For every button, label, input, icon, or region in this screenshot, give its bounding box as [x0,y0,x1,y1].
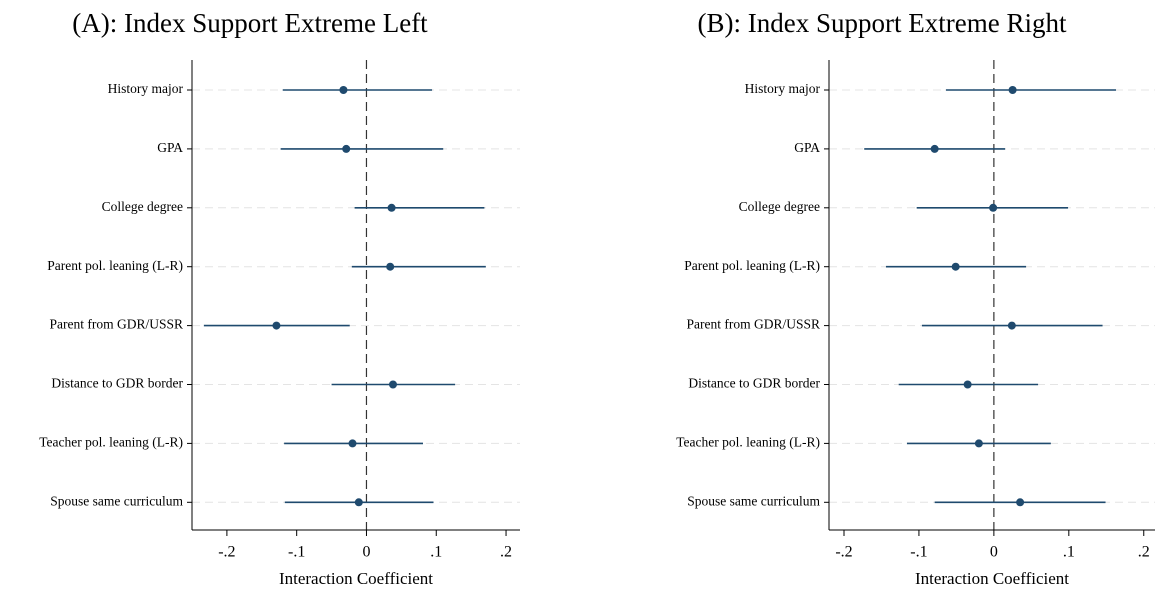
y-tick-label: Parent pol. leaning (L-R) [47,258,183,273]
x-tick-label: 0 [362,544,370,561]
point-estimate [272,321,281,330]
x-tick-label: 0 [990,544,998,561]
y-tick-label: College degree [102,199,183,214]
y-tick-label: Spouse same curriculum [687,493,820,508]
point-estimate [339,86,348,94]
point-estimate [963,380,972,389]
x-tick-label: -.1 [288,544,305,561]
point-estimate [342,144,351,153]
point-estimate [348,439,357,448]
point-estimate [388,380,397,389]
x-tick-label: .1 [1063,544,1075,561]
y-tick-label: Distance to GDR border [688,376,820,391]
x-axis-label: Interaction Coefficient [915,569,1069,588]
x-tick-label: -.1 [910,544,927,561]
point-estimate [1008,86,1017,94]
y-tick-label: Distance to GDR border [51,376,183,391]
y-tick-label: Parent pol. leaning (L-R) [684,258,820,273]
y-tick-label: History major [745,81,821,96]
chart-title: (B): Index Support Extreme Right [698,8,1067,38]
y-tick-label: Parent from GDR/USSR [49,317,183,332]
point-estimate [354,498,363,507]
point-estimate [974,439,983,448]
y-tick-label: Teacher pol. leaning (L-R) [676,434,820,449]
point-estimate [989,203,998,212]
x-tick-label: .2 [1138,544,1150,561]
y-tick-label: Teacher pol. leaning (L-R) [39,434,183,449]
chart-title: (A): Index Support Extreme Left [72,8,428,38]
x-tick-label: -.2 [835,544,852,561]
point-estimate [1016,498,1025,507]
y-tick-label: GPA [794,140,820,155]
y-tick-label: Parent from GDR/USSR [686,317,820,332]
point-estimate [387,203,396,212]
x-tick-label: .1 [430,544,442,561]
point-estimate [930,144,939,153]
point-estimate [1007,321,1016,330]
y-tick-label: History major [108,81,184,96]
point-estimate [386,262,395,271]
x-tick-label: -.2 [218,544,235,561]
x-axis-label: Interaction Coefficient [279,569,433,588]
y-tick-label: Spouse same curriculum [50,493,183,508]
x-tick-label: .2 [500,544,512,561]
y-tick-label: GPA [157,140,183,155]
y-tick-label: College degree [739,199,820,214]
point-estimate [951,262,960,271]
